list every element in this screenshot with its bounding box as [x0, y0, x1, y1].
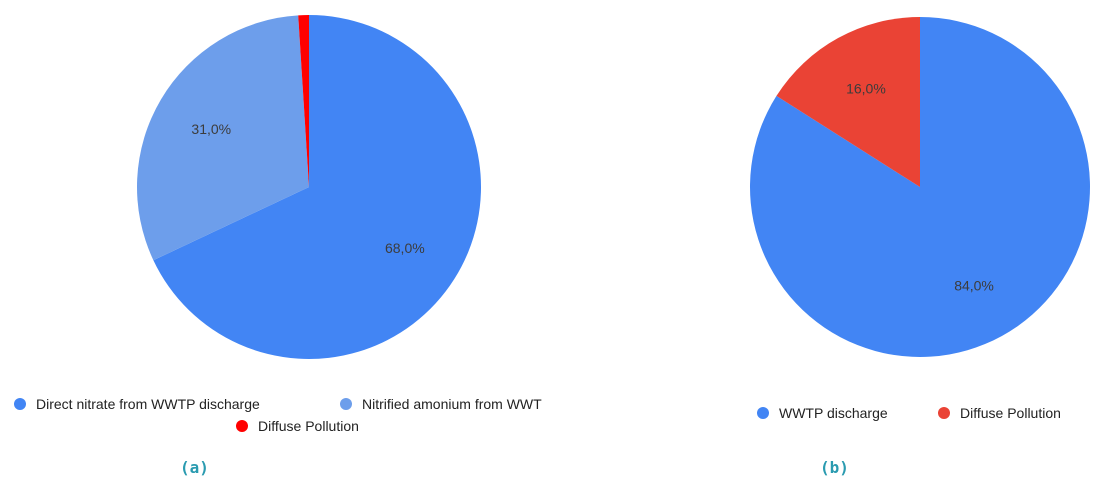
panel-label-a: (a) — [180, 458, 209, 477]
legend-label-nitrified-amonium: Nitrified amonium from WWT — [362, 396, 542, 412]
pie-chart-b: 84,0% 16,0% WWTP discharge Diffuse Pollut… — [700, 0, 1093, 485]
pie-slice-diffuse-pollution — [298, 15, 309, 187]
legend-marker-direct-nitrate — [14, 398, 26, 410]
legend-item-nitrified-amonium: Nitrified amonium from WWT — [340, 396, 588, 412]
legend-label-wwtp-discharge: WWTP discharge — [779, 405, 888, 421]
legend-marker-wwtp-discharge — [757, 407, 769, 419]
legend-marker-nitrified-amonium — [340, 398, 352, 410]
slice-label-direct-nitrate: 68,0% — [385, 240, 425, 256]
legend-label-diffuse-pollution-a: Diffuse Pollution — [258, 418, 359, 434]
pie-a-svg: 68,0% 31,0% — [137, 15, 481, 360]
pie-b-svg: 84,0% 16,0% — [750, 17, 1090, 357]
legend-marker-diffuse-pollution-a — [236, 420, 248, 432]
pie-slice-diffuse-pollution — [776, 17, 920, 187]
legend-label-diffuse-pollution-b: Diffuse Pollution — [960, 405, 1061, 421]
panel-label-b: (b) — [820, 458, 849, 477]
pie-slice-nitrified-amonium — [137, 15, 309, 261]
legend-item-diffuse-pollution-a: Diffuse Pollution — [236, 418, 359, 434]
legend-label-direct-nitrate: Direct nitrate from WWTP discharge — [36, 396, 260, 412]
slice-label-nitrified-amonium: 31,0% — [191, 121, 231, 137]
legend-item-wwtp-discharge: WWTP discharge — [757, 405, 888, 421]
slice-label-diffuse-pollution: 16,0% — [846, 81, 886, 97]
legend-item-diffuse-pollution-b: Diffuse Pollution — [938, 405, 1061, 421]
legend-marker-diffuse-pollution-b — [938, 407, 950, 419]
legend-item-direct-nitrate: Direct nitrate from WWTP discharge — [14, 396, 260, 412]
pie-chart-a: 68,0% 31,0% Direct nitrate from WWTP disc… — [14, 15, 588, 477]
slice-label-wwtp-discharge: 84,0% — [954, 277, 994, 293]
pie-slice-direct-nitrate — [153, 15, 481, 360]
